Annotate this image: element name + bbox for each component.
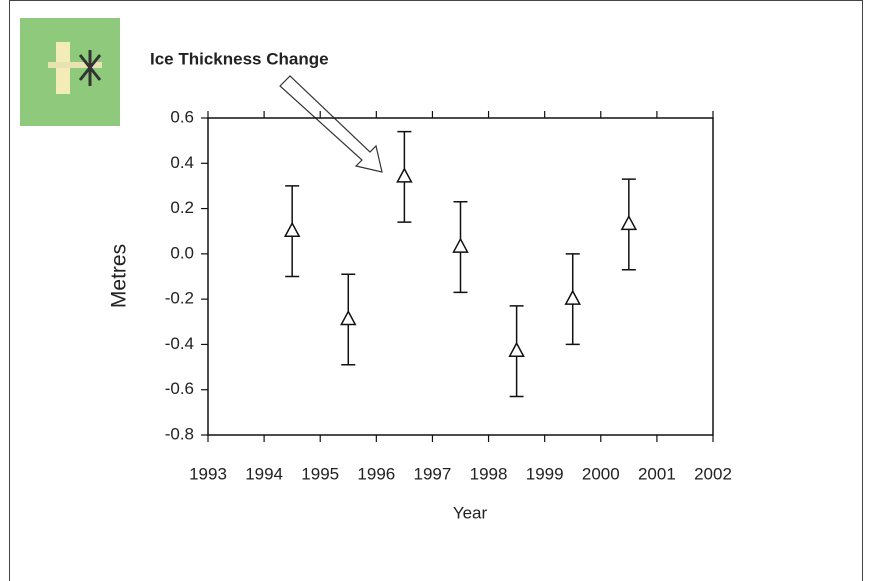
y-tick-label: -0.2 (165, 289, 194, 308)
y-tick-label: -0.8 (165, 424, 194, 443)
y-tick-label: 0.4 (170, 153, 194, 172)
y-tick-label: -0.4 (165, 334, 194, 353)
triangle-marker (564, 289, 581, 305)
x-tick-label: 1996 (357, 464, 395, 483)
x-tick-label: 2001 (638, 464, 676, 483)
x-tick-label: 1999 (526, 464, 564, 483)
y-tick-label: 0.2 (170, 198, 194, 217)
y-tick-label: -0.6 (165, 379, 194, 398)
x-tick-label: 1993 (189, 464, 227, 483)
triangle-marker (620, 214, 638, 231)
triangle-marker (508, 341, 525, 357)
chart-title: Ice Thickness Change (150, 49, 329, 68)
x-axis-label: Year (453, 503, 488, 522)
callout-arrow (279, 75, 383, 173)
triangle-marker (340, 309, 357, 326)
x-tick-label: 1995 (301, 464, 339, 483)
y-tick-label: 0.6 (170, 107, 194, 126)
page-frame (9, 0, 863, 581)
plot-frame (207, 117, 714, 436)
y-axis-label: Metres (108, 244, 131, 308)
x-tick-label: 1994 (245, 464, 283, 483)
triangle-marker (283, 221, 301, 237)
triangle-marker (452, 237, 469, 253)
triangle-marker (396, 167, 413, 183)
x-tick-label: 2002 (694, 464, 732, 483)
x-tick-label: 1998 (470, 464, 508, 483)
x-tick-label: 1997 (414, 464, 452, 483)
thumbnail-photo (20, 18, 120, 126)
y-tick-label: 0.0 (170, 243, 194, 262)
x-tick-label: 2000 (582, 464, 620, 483)
